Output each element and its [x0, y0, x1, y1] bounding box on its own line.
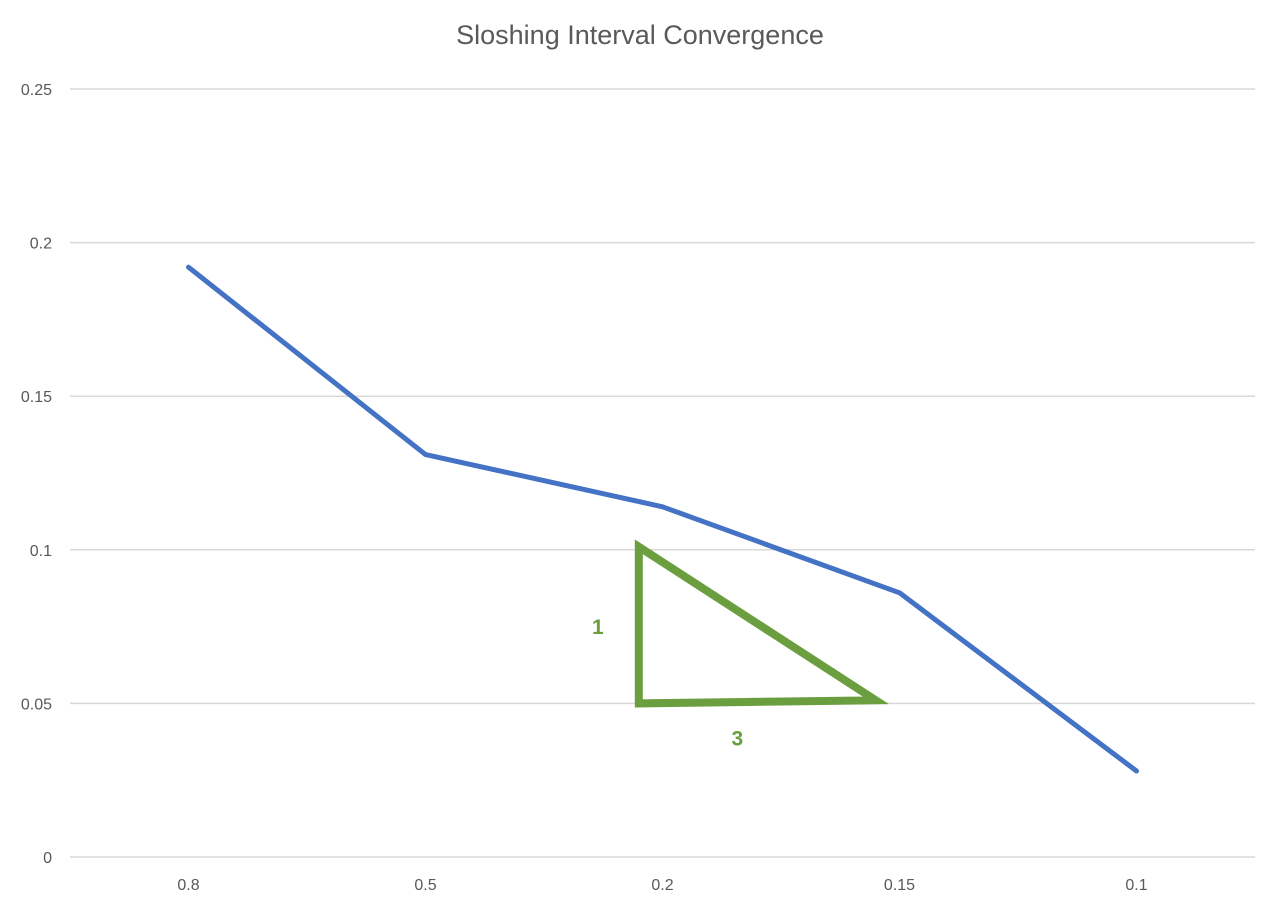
x-tick-label: 0.2 [651, 877, 673, 894]
y-tick-label: 0.15 [21, 389, 52, 406]
y-tick-label: 0.05 [21, 696, 52, 713]
x-tick-label: 0.5 [414, 877, 436, 894]
y-axis-tick-labels: 0 0.05 0.1 0.15 0.2 0.25 [21, 82, 52, 867]
x-tick-label: 0.8 [177, 877, 199, 894]
x-axis-tick-labels: 0.8 0.5 0.2 0.15 0.1 [177, 877, 1147, 894]
slope-triangle-annotation: 13 [592, 539, 890, 750]
y-tick-label: 0.25 [21, 82, 52, 99]
series-lines [186, 264, 1139, 774]
chart-title: Sloshing Interval Convergence [456, 20, 824, 50]
y-tick-label: 0.1 [30, 543, 52, 560]
y-tick-label: 0 [43, 850, 52, 867]
rise-label: 1 [592, 616, 604, 639]
series-line [186, 264, 1139, 774]
run-label: 3 [731, 727, 743, 750]
y-tick-label: 0.2 [30, 236, 52, 253]
gridlines [70, 88, 1255, 858]
x-tick-label: 0.15 [884, 877, 915, 894]
slope-triangle [634, 539, 890, 708]
x-tick-label: 0.1 [1125, 877, 1147, 894]
